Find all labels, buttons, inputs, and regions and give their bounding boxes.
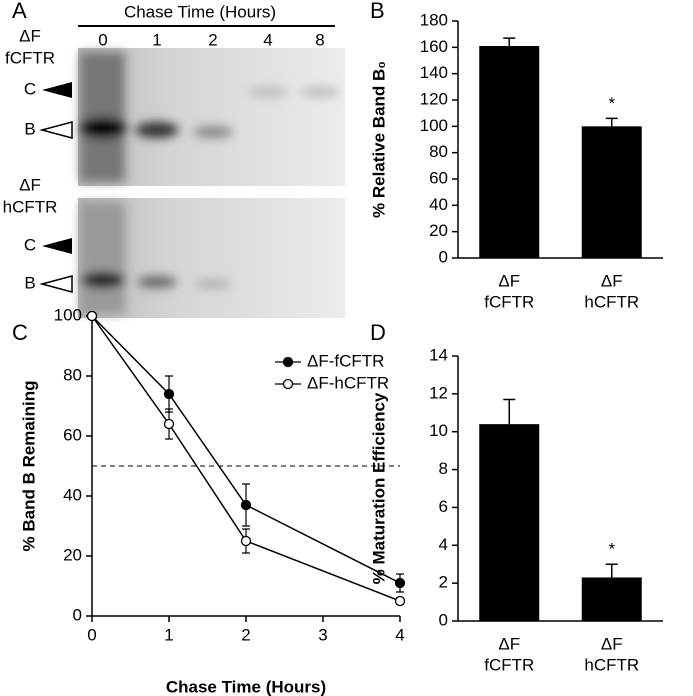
bar (581, 126, 642, 258)
data-point (240, 535, 252, 547)
x-tick-label: ΔF (601, 634, 623, 653)
lane-label: 2 (208, 30, 217, 49)
series-line (91, 315, 401, 602)
band-arrow (42, 238, 72, 254)
panel-label: A (12, 0, 27, 23)
legend-marker (282, 378, 294, 390)
y-axis-label: % Relative Band B₀ (369, 61, 388, 218)
y-tick-label: 20 (63, 545, 82, 564)
gel-title: Chase Time (Hours) (124, 2, 276, 21)
data-point (394, 595, 406, 607)
y-tick-label: 60 (63, 425, 82, 444)
data-point (163, 418, 175, 430)
lane-label: 0 (98, 30, 107, 49)
data-point (163, 388, 175, 400)
panel-label: B (370, 0, 385, 23)
x-tick-label: 1 (164, 625, 173, 644)
x-tick-label: 3 (318, 625, 327, 644)
x-tick-label: fCFTR (484, 655, 534, 674)
significance: * (608, 540, 615, 559)
y-tick-label: 60 (429, 168, 448, 187)
y-tick-label: 140 (420, 63, 448, 82)
significance: * (608, 94, 615, 113)
band-label: C (24, 79, 36, 98)
y-tick-label: 4 (439, 535, 448, 554)
y-tick-label: 80 (429, 142, 448, 161)
y-tick-label: 100 (420, 116, 448, 135)
x-tick-label: hCFTR (584, 292, 639, 311)
legend-label: ΔF-hCFTR (307, 373, 389, 392)
lane-label: 4 (263, 30, 272, 49)
y-tick-label: 100 (54, 305, 82, 324)
error-bar (503, 398, 516, 425)
legend-label: ΔF-fCFTR (307, 351, 384, 370)
band-label: B (24, 273, 35, 292)
x-tick-label: 4 (395, 625, 404, 644)
panel-label: D (370, 320, 386, 345)
band-label: B (24, 119, 35, 138)
y-tick-label: 0 (439, 610, 448, 629)
y-tick-label: 8 (439, 459, 448, 478)
x-tick-label: 0 (87, 625, 96, 644)
error-bar (503, 37, 516, 47)
series-line (91, 315, 401, 584)
y-tick-label: 14 (429, 345, 448, 364)
y-tick-label: 80 (63, 365, 82, 384)
y-tick-label: 120 (420, 89, 448, 108)
band-arrow (39, 121, 73, 139)
band-arrow (42, 82, 72, 98)
band-label: C (24, 235, 36, 254)
y-tick-label: 160 (420, 37, 448, 56)
x-tick-label: fCFTR (484, 292, 534, 311)
y-tick-label: 12 (429, 383, 448, 402)
bar (479, 424, 540, 621)
x-tick-label: 2 (241, 625, 250, 644)
gel-label: fCFTR (5, 48, 55, 67)
x-tick-label: hCFTR (584, 655, 639, 674)
y-tick-label: 2 (439, 573, 448, 592)
data-point (394, 577, 406, 589)
lane-label: 8 (315, 30, 324, 49)
panel-label: C (12, 320, 28, 345)
gel-bands (79, 52, 340, 314)
bar (581, 577, 642, 621)
y-tick-label: 6 (439, 497, 448, 516)
error-bar (605, 563, 618, 578)
lane-label: 1 (152, 30, 161, 49)
data-point (240, 499, 252, 511)
gel-label: ΔF (19, 26, 41, 45)
x-axis-label: Chase Time (Hours) (166, 677, 326, 696)
x-tick-label: ΔF (498, 634, 520, 653)
y-tick-label: 20 (429, 221, 448, 240)
gel-panel: A Chase Time (Hours) 0 1 2 4 8 ΔF fCFTR … (3, 0, 345, 318)
y-tick-label: 0 (73, 605, 82, 624)
bar (479, 46, 540, 259)
y-tick-label: 10 (429, 421, 448, 440)
y-tick-label: 40 (429, 195, 448, 214)
legend-marker (282, 356, 294, 368)
error-bar (605, 117, 618, 127)
y-axis-label: % Band B Remaining (19, 381, 38, 552)
y-tick-label: 0 (439, 247, 448, 266)
y-tick-label: 40 (63, 485, 82, 504)
gel-label: hCFTR (3, 197, 58, 216)
band-arrow (39, 275, 73, 293)
y-axis-label: % Maturation Efficiency (369, 392, 388, 584)
data-point (86, 310, 98, 322)
x-tick-label: ΔF (601, 271, 623, 290)
y-tick-label: 180 (420, 10, 448, 29)
x-tick-label: ΔF (498, 271, 520, 290)
gel-label: ΔF (19, 175, 41, 194)
